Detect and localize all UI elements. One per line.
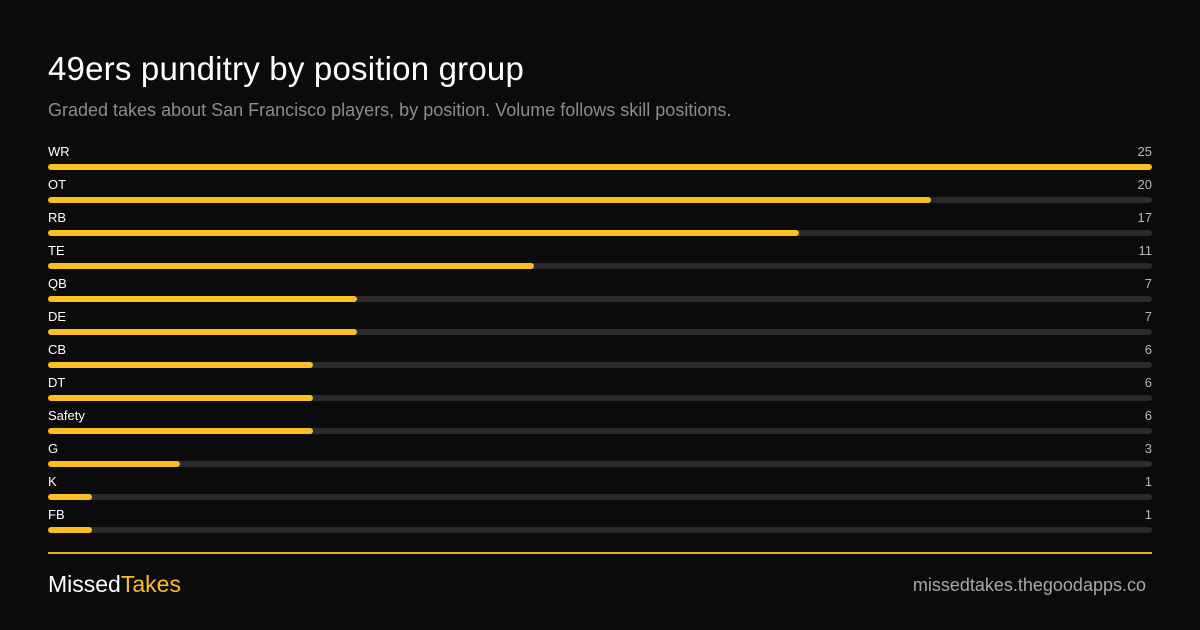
bar-value-label: 1 (1144, 474, 1152, 489)
bar-track (48, 197, 1152, 203)
bar (48, 329, 358, 335)
bar (48, 164, 1152, 170)
bar-value-label: 6 (1144, 342, 1152, 357)
bar-label: DE (48, 309, 67, 324)
bar (48, 428, 313, 434)
bar-value-label: 7 (1144, 276, 1152, 291)
bar (48, 527, 93, 533)
bar (48, 197, 932, 203)
bar-track (48, 263, 1152, 269)
bar-value-label: 11 (1138, 243, 1153, 258)
bar-value-label: 7 (1144, 309, 1152, 324)
bar-row: DE 7 (48, 309, 1152, 342)
bar-value-label: 6 (1144, 408, 1152, 423)
bar-label: G (48, 441, 59, 456)
bar-track (48, 230, 1152, 236)
bar-track (48, 461, 1152, 467)
bar-label: FB (48, 507, 65, 522)
brand-logo-part2: Takes (120, 571, 181, 597)
bar-label: CB (48, 342, 67, 357)
bar-label: TE (48, 243, 65, 258)
bar-track (48, 329, 1152, 335)
bar-label: Safety (48, 408, 85, 423)
bar-track (48, 296, 1152, 302)
bar-label: RB (48, 210, 67, 225)
bar-label: DT (48, 375, 66, 390)
bar-value-label: 3 (1144, 441, 1152, 456)
bar (48, 362, 313, 368)
bar-row: TE 11 (48, 243, 1152, 276)
bar-row: RB 17 (48, 210, 1152, 243)
bar-row: CB 6 (48, 342, 1152, 375)
bar-label: WR (48, 144, 70, 159)
bar-chart: WR 25 OT 20 RB 17 TE 11 QB 7 DE 7 CB 6 DT 6 Safety 6 G 3 K 1 F… (48, 144, 1152, 540)
bar-track (48, 494, 1152, 500)
footer-divider (48, 552, 1152, 554)
bar-track (48, 395, 1152, 401)
bar (48, 494, 93, 500)
bar-track (48, 164, 1152, 170)
bar-row: Safety 6 (48, 408, 1152, 441)
bar (48, 395, 313, 401)
bar-track (48, 527, 1152, 533)
bar-row: FB 1 (48, 507, 1152, 540)
bar-label: QB (48, 276, 67, 291)
chart-subtitle: Graded takes about San Francisco players… (48, 100, 732, 120)
bar-label: OT (48, 177, 67, 192)
brand-logo-part1: Missed (48, 571, 121, 597)
bar-label: K (48, 474, 57, 489)
bar-track (48, 362, 1152, 368)
bar-row: DT 6 (48, 375, 1152, 408)
bar (48, 230, 799, 236)
bar-value-label: 17 (1137, 210, 1152, 225)
bar-value-label: 6 (1144, 375, 1152, 390)
bar-value-label: 1 (1144, 507, 1152, 522)
bar (48, 461, 181, 467)
bar (48, 263, 534, 269)
brand-logo: MissedTakes (48, 571, 181, 598)
bar-row: QB 7 (48, 276, 1152, 309)
site-url: missedtakes.thegoodapps.co (912, 575, 1146, 595)
bar-row: OT 20 (48, 177, 1152, 210)
bar (48, 296, 358, 302)
bar-value-label: 25 (1137, 144, 1152, 159)
bar-track (48, 428, 1152, 434)
chart-title: 49ers punditry by position group (48, 50, 525, 87)
bar-row: WR 25 (48, 144, 1152, 177)
bar-value-label: 20 (1137, 177, 1152, 192)
